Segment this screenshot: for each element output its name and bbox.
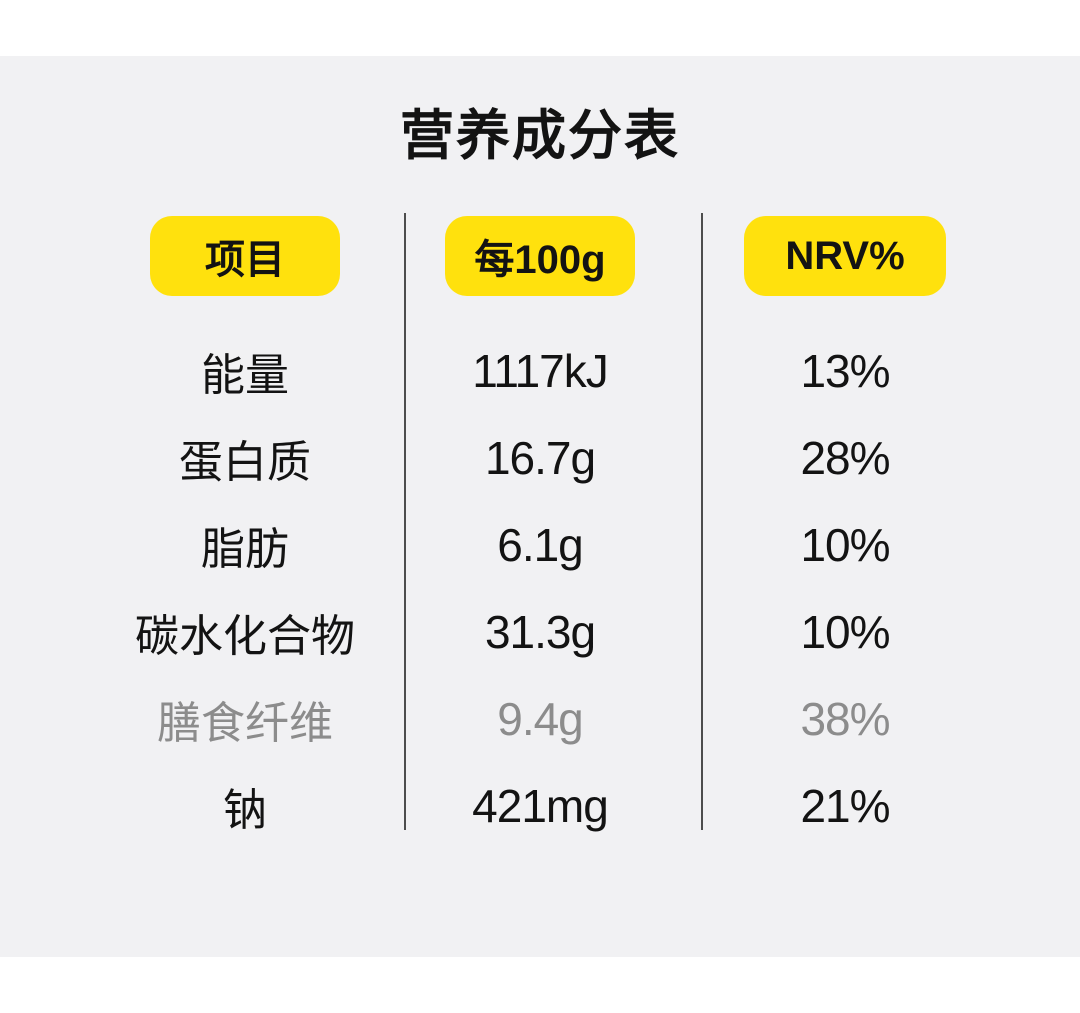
gray-card-background	[0, 56, 1080, 957]
row-label: 能量	[201, 350, 289, 400]
header-cell-item: 项目	[100, 216, 390, 296]
row-nrv-value: 10%	[800, 605, 890, 658]
page-title: 营养成分表	[400, 106, 680, 166]
row-nrv-value: 28%	[800, 431, 890, 484]
header-cell-nrv: NRV%	[690, 216, 1000, 296]
table-row-sodium: 钠 421mg 21%	[100, 762, 1000, 849]
table-row-protein: 蛋白质 16.7g 28%	[100, 414, 1000, 501]
row-per100g-value: 6.1g	[497, 518, 584, 571]
row-per100g-value: 31.3g	[484, 605, 596, 658]
table-row-carbohydrate: 碳水化合物 31.3g 10%	[100, 588, 1000, 675]
row-nrv-value: 38%	[800, 692, 890, 745]
row-per100g-value: 16.7g	[484, 431, 596, 484]
header-pill-per100g: 每100g	[445, 216, 635, 296]
row-label: 蛋白质	[179, 437, 311, 487]
column-divider-1	[404, 213, 406, 830]
row-per100g-value: 421mg	[472, 779, 609, 832]
row-per100g-value: 9.4g	[497, 692, 584, 745]
table-row-dietary-fiber: 膳食纤维 9.4g 38%	[100, 675, 1000, 762]
row-nrv-value: 10%	[800, 518, 890, 571]
table-body: 能量 1117kJ 13% 蛋白质 16.7g 28% 脂肪 6.1g 10% …	[100, 327, 1000, 849]
table-header-row: 项目 每100g NRV%	[100, 216, 1000, 296]
row-label: 脂肪	[201, 524, 289, 574]
header-pill-item: 项目	[150, 216, 340, 296]
row-nrv-value: 21%	[800, 779, 890, 832]
table-row-energy: 能量 1117kJ 13%	[100, 327, 1000, 414]
header-cell-per100g: 每100g	[390, 216, 690, 296]
row-label: 碳水化合物	[135, 611, 355, 661]
header-pill-nrv: NRV%	[744, 216, 946, 296]
row-nrv-value: 13%	[800, 344, 890, 397]
row-label: 钠	[223, 785, 267, 835]
table-row-fat: 脂肪 6.1g 10%	[100, 501, 1000, 588]
row-per100g-value: 1117kJ	[472, 344, 609, 397]
column-divider-2	[701, 213, 703, 830]
row-label: 膳食纤维	[157, 698, 333, 748]
